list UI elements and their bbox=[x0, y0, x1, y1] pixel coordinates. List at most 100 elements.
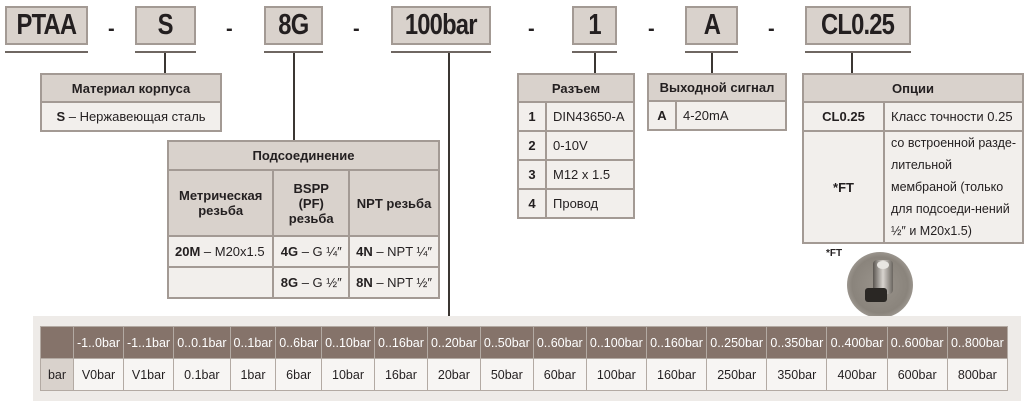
material-row: S – Нержавеющая сталь bbox=[40, 101, 222, 132]
connector-code: 4 bbox=[517, 188, 547, 219]
code-options: CL0.25 bbox=[805, 6, 911, 45]
connection-table: Подсоединение Метрическая резьба BSPP (P… bbox=[166, 140, 440, 299]
pressure-code: 600bar bbox=[886, 358, 948, 391]
conn-code: 4N bbox=[356, 244, 373, 259]
connector-line bbox=[711, 53, 713, 73]
underline bbox=[685, 51, 738, 53]
underline bbox=[391, 51, 491, 53]
conn-cell: 4G – G ¼″ bbox=[272, 235, 351, 268]
separator: - bbox=[108, 18, 115, 40]
pressure-range: 0..160bar bbox=[645, 326, 708, 359]
pressure-range: 0..250bar bbox=[706, 326, 768, 359]
separator: - bbox=[226, 18, 233, 40]
option-desc: Класс точности 0.25 bbox=[883, 101, 1024, 132]
output-title: Выходной сигнал bbox=[647, 73, 787, 102]
pressure-code: 60bar bbox=[532, 358, 587, 391]
underline bbox=[805, 51, 911, 53]
option-code: *FT bbox=[802, 130, 885, 244]
output-desc: 4-20mA bbox=[675, 100, 787, 131]
conn-code: 8N bbox=[356, 275, 373, 290]
connector-line bbox=[851, 53, 853, 73]
connector-code: 1 bbox=[517, 101, 547, 132]
conn-desc: – G ¼″ bbox=[298, 244, 342, 259]
pressure-code: 800bar bbox=[946, 358, 1009, 391]
connector-code: 3 bbox=[517, 159, 547, 190]
separator: - bbox=[353, 18, 360, 40]
connector-desc: 0-10V bbox=[545, 130, 635, 161]
pressure-range: -1..1bar bbox=[123, 326, 175, 359]
code-connection: 8G bbox=[264, 6, 323, 45]
material-title: Материал корпуса bbox=[40, 73, 222, 103]
pressure-code: 250bar bbox=[706, 358, 768, 391]
pressure-code: 10bar bbox=[321, 358, 375, 391]
conn-cell: 8G – G ½″ bbox=[272, 266, 351, 299]
pressure-range: 0..600bar bbox=[886, 326, 948, 359]
pressure-range: 0..0.1bar bbox=[173, 326, 231, 359]
underline bbox=[264, 51, 323, 53]
pressure-range: 0..60bar bbox=[532, 326, 587, 359]
connector-title: Разъем bbox=[517, 73, 635, 103]
pressure-range: 0..800bar bbox=[946, 326, 1009, 359]
code-model: PTAA bbox=[5, 6, 88, 45]
code-connector: 1 bbox=[572, 6, 617, 45]
pressure-range: -1..0bar bbox=[72, 326, 125, 359]
pressure-table: -1..0bar -1..1bar 0..0.1bar 0..1bar 0..6bar 0… bbox=[40, 326, 1009, 391]
pressure-code: 50bar bbox=[479, 358, 534, 391]
pressure-code: 400bar bbox=[826, 358, 888, 391]
pressure-row-label: bar bbox=[40, 358, 74, 391]
connector-line bbox=[293, 53, 295, 140]
conn-desc: – NPT ¼″ bbox=[372, 244, 432, 259]
options-table: Опции CL0.25 Класс точности 0.25 *FT со вс… bbox=[802, 73, 1024, 244]
conn-cell: 20M – M20x1.5 bbox=[166, 235, 275, 268]
pressure-range: 0..1bar bbox=[229, 326, 277, 359]
connector-table: Разъем 1 DIN43650-A 2 0-10V 3 M12 x 1.5 4 Пр… bbox=[517, 73, 635, 219]
material-code: S bbox=[56, 109, 66, 124]
pressure-range: 0..50bar bbox=[479, 326, 534, 359]
connector-desc: Провод bbox=[545, 188, 635, 219]
option-code: CL0.25 bbox=[802, 101, 885, 132]
pressure-corner bbox=[40, 326, 74, 359]
header-bspp: BSPP (PF) резьба bbox=[272, 169, 351, 237]
material-table: Материал корпуса S – Нержавеющая сталь bbox=[40, 73, 222, 132]
connector-code: 2 bbox=[517, 130, 547, 161]
separator: - bbox=[768, 18, 775, 40]
pressure-range: 0..16bar bbox=[373, 326, 428, 359]
conn-desc: – M20x1.5 bbox=[200, 244, 265, 259]
connector-line bbox=[594, 53, 596, 73]
connector-desc: M12 x 1.5 bbox=[545, 159, 635, 190]
pressure-code: 1bar bbox=[229, 358, 277, 391]
underline bbox=[135, 51, 196, 53]
connector-desc: DIN43650-A bbox=[545, 101, 635, 132]
pressure-code: 0.1bar bbox=[173, 358, 231, 391]
underline bbox=[572, 51, 617, 53]
pressure-code: 100bar bbox=[585, 358, 647, 391]
code-material: S bbox=[135, 6, 196, 45]
conn-desc: – NPT ½″ bbox=[372, 275, 432, 290]
pressure-range: 0..100bar bbox=[585, 326, 647, 359]
pressure-range: 0..6bar bbox=[275, 326, 323, 359]
pressure-code: 16bar bbox=[373, 358, 428, 391]
conn-cell: 8N – NPT ½″ bbox=[348, 266, 440, 299]
separator: - bbox=[528, 18, 535, 40]
pressure-range: 0..20bar bbox=[426, 326, 481, 359]
pressure-range: 0..350bar bbox=[766, 326, 828, 359]
header-metric: Метрическая резьба bbox=[166, 169, 275, 237]
underline bbox=[5, 51, 88, 53]
pressure-range: 0..400bar bbox=[826, 326, 888, 359]
material-desc: – Нержавеющая сталь bbox=[65, 109, 206, 124]
ft-image-label: *FT bbox=[826, 248, 843, 259]
output-table: Выходной сигнал A 4-20mA bbox=[647, 73, 787, 131]
pressure-code: V1bar bbox=[123, 358, 175, 391]
conn-code: 8G bbox=[280, 275, 299, 290]
connector-line bbox=[448, 53, 450, 326]
pressure-code: 6bar bbox=[275, 358, 323, 391]
connector-line bbox=[164, 53, 166, 73]
conn-desc: – G ½″ bbox=[298, 275, 342, 290]
pressure-code: 20bar bbox=[426, 358, 481, 391]
separator: - bbox=[648, 18, 655, 40]
pressure-code: 160bar bbox=[645, 358, 708, 391]
options-title: Опции bbox=[802, 73, 1024, 103]
output-code: A bbox=[647, 100, 677, 131]
option-desc: со встроенной разде-лительной мембраной … bbox=[883, 130, 1024, 244]
connection-title: Подсоединение bbox=[167, 140, 440, 171]
